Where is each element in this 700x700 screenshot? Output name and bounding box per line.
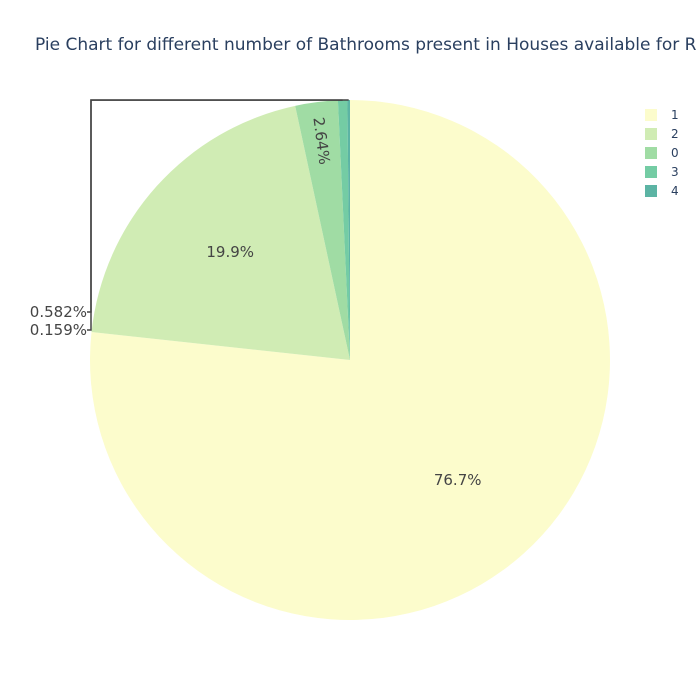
pie-slice-2[interactable] [91, 105, 350, 360]
leader-line-4 [87, 99, 349, 331]
legend-label: 3 [671, 165, 679, 179]
chart-title: Pie Chart for different number of Bathro… [35, 35, 697, 55]
legend-item-0[interactable]: 0 [645, 146, 679, 160]
slice-label-4: 0.159% [30, 321, 87, 339]
pie-slice-4[interactable] [347, 100, 350, 360]
slice-label-1: 76.7% [434, 471, 482, 489]
legend-label: 1 [671, 108, 679, 122]
legend-swatch [645, 166, 657, 178]
legend-label: 0 [671, 146, 679, 160]
pie-slice-0[interactable] [295, 100, 350, 360]
pie-slice-1[interactable] [89, 100, 610, 620]
legend-label: 2 [671, 127, 679, 141]
legend-item-2[interactable]: 2 [645, 127, 679, 141]
legend: 1 2 0 3 4 [645, 108, 679, 198]
legend-swatch [645, 185, 657, 197]
slice-label-2: 19.9% [206, 243, 254, 261]
legend-item-3[interactable]: 3 [645, 165, 679, 179]
slice-label-3: 0.582% [30, 303, 87, 321]
pie-slices [89, 100, 610, 620]
legend-swatch [645, 128, 657, 140]
pie-slice-3[interactable] [337, 100, 350, 361]
pie-labels: 76.7%19.9%2.64%0.582%0.159% [30, 99, 482, 489]
legend-swatch [645, 109, 657, 121]
legend-label: 4 [671, 184, 679, 198]
legend-item-1[interactable]: 1 [645, 108, 679, 122]
legend-item-4[interactable]: 4 [645, 184, 679, 198]
legend-swatch [645, 147, 657, 159]
